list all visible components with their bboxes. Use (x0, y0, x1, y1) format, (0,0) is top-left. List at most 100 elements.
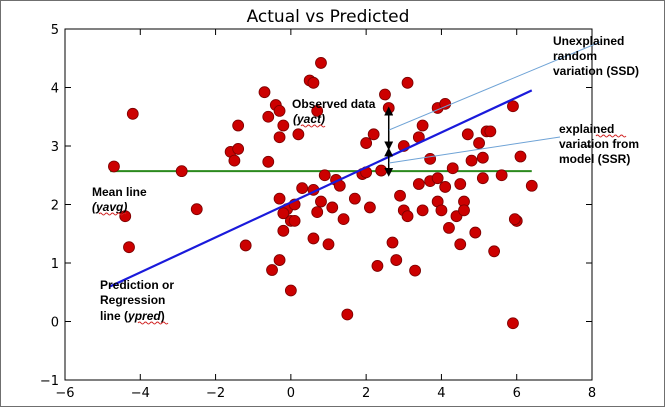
data-point (416, 204, 429, 217)
y-tick-label: 0 (51, 316, 59, 331)
data-point (318, 169, 331, 182)
data-point (495, 169, 508, 182)
data-point (239, 239, 252, 252)
data-point (119, 210, 132, 223)
unexplained-leader-line (388, 41, 601, 131)
explained-leader-line (388, 136, 561, 164)
spellcheck-underline (98, 212, 127, 216)
data-point (315, 57, 327, 69)
y-tick-label: 5 (51, 23, 59, 38)
mean-line-label: Mean line (92, 185, 147, 199)
data-point (469, 226, 482, 239)
data-point (266, 264, 278, 276)
data-point (292, 128, 305, 141)
data-point (322, 238, 335, 251)
spellcheck-underline (595, 134, 627, 138)
data-point (364, 201, 376, 214)
data-point (476, 151, 489, 164)
data-point (228, 154, 241, 167)
data-point (315, 195, 327, 208)
data-point (108, 160, 120, 173)
data-point (126, 107, 139, 120)
data-point (348, 192, 361, 205)
data-point (258, 86, 271, 99)
data-point (412, 178, 425, 190)
observed-label: Observed data (292, 97, 376, 111)
data-point (232, 119, 245, 132)
x-axis: −6 −4 −2 0 2 4 6 8 (55, 29, 596, 401)
data-point (431, 172, 444, 185)
x-tick-label: 8 (588, 386, 596, 401)
y-tick-label: 2 (51, 199, 59, 214)
x-tick-label: 0 (287, 386, 295, 401)
data-point (311, 105, 324, 117)
data-point (416, 119, 429, 132)
data-point (458, 204, 470, 217)
observed-label-variable: (yact) (293, 112, 325, 126)
spellcheck-underline (300, 124, 326, 128)
data-point (488, 245, 501, 258)
data-point (284, 284, 297, 297)
data-point (326, 201, 339, 214)
spellcheck-underline (137, 321, 169, 325)
x-tick-label: 4 (437, 386, 445, 401)
data-point (311, 206, 324, 219)
data-point (190, 203, 203, 216)
data-point (273, 131, 286, 144)
data-point (273, 254, 286, 266)
x-tick-label: −6 (55, 386, 74, 401)
data-point (507, 100, 519, 113)
plot-area (64, 28, 593, 381)
data-point (277, 224, 290, 237)
data-point (288, 214, 301, 227)
prediction-label-1: Prediction or (100, 278, 174, 292)
data-point (273, 192, 286, 205)
data-point (508, 213, 521, 226)
data-point (484, 125, 497, 138)
y-tick-label: 1 (51, 257, 59, 272)
unexplained-label-1: Unexplained (553, 34, 624, 48)
y-tick-label: −1 (40, 374, 59, 389)
mean-line-label-variable: (yavg) (92, 200, 127, 214)
data-point (277, 207, 290, 220)
x-tick-label: −4 (131, 386, 150, 401)
data-point (473, 137, 485, 149)
data-point (371, 260, 384, 272)
data-point (375, 164, 388, 177)
data-point (262, 155, 275, 168)
data-point (454, 238, 467, 251)
data-points (108, 57, 538, 330)
data-point (262, 110, 275, 123)
prediction-label-3: line (ypred) (100, 309, 165, 323)
data-point (360, 137, 373, 149)
data-point (443, 221, 455, 234)
data-point (175, 165, 188, 178)
chart-title: Actual vs Predicted (247, 7, 410, 27)
regression-line (109, 89, 533, 288)
explained-label-1: explained (559, 122, 614, 136)
x-tick-label: 6 (513, 386, 521, 401)
explained-label-3: model (SSR) (559, 152, 630, 166)
data-point (337, 213, 350, 226)
data-point (461, 128, 474, 141)
data-point (409, 264, 421, 277)
x-tick-label: −2 (206, 386, 225, 401)
unexplained-label-3: variation (SSD) (553, 64, 639, 78)
data-point (401, 76, 414, 89)
data-point (439, 181, 452, 193)
data-point (307, 76, 320, 89)
data-point (307, 232, 320, 245)
data-point (446, 162, 459, 175)
explained-label-2: variation from (559, 137, 639, 151)
data-point (341, 308, 354, 321)
y-tick-label: 3 (51, 140, 59, 155)
data-point (514, 150, 527, 163)
data-point (507, 317, 519, 330)
data-point (123, 241, 135, 254)
prediction-label-2: Regression (100, 293, 165, 307)
data-point (367, 128, 380, 141)
data-point (386, 236, 399, 249)
data-point (390, 254, 403, 266)
data-point (277, 119, 290, 132)
data-point (435, 204, 448, 217)
